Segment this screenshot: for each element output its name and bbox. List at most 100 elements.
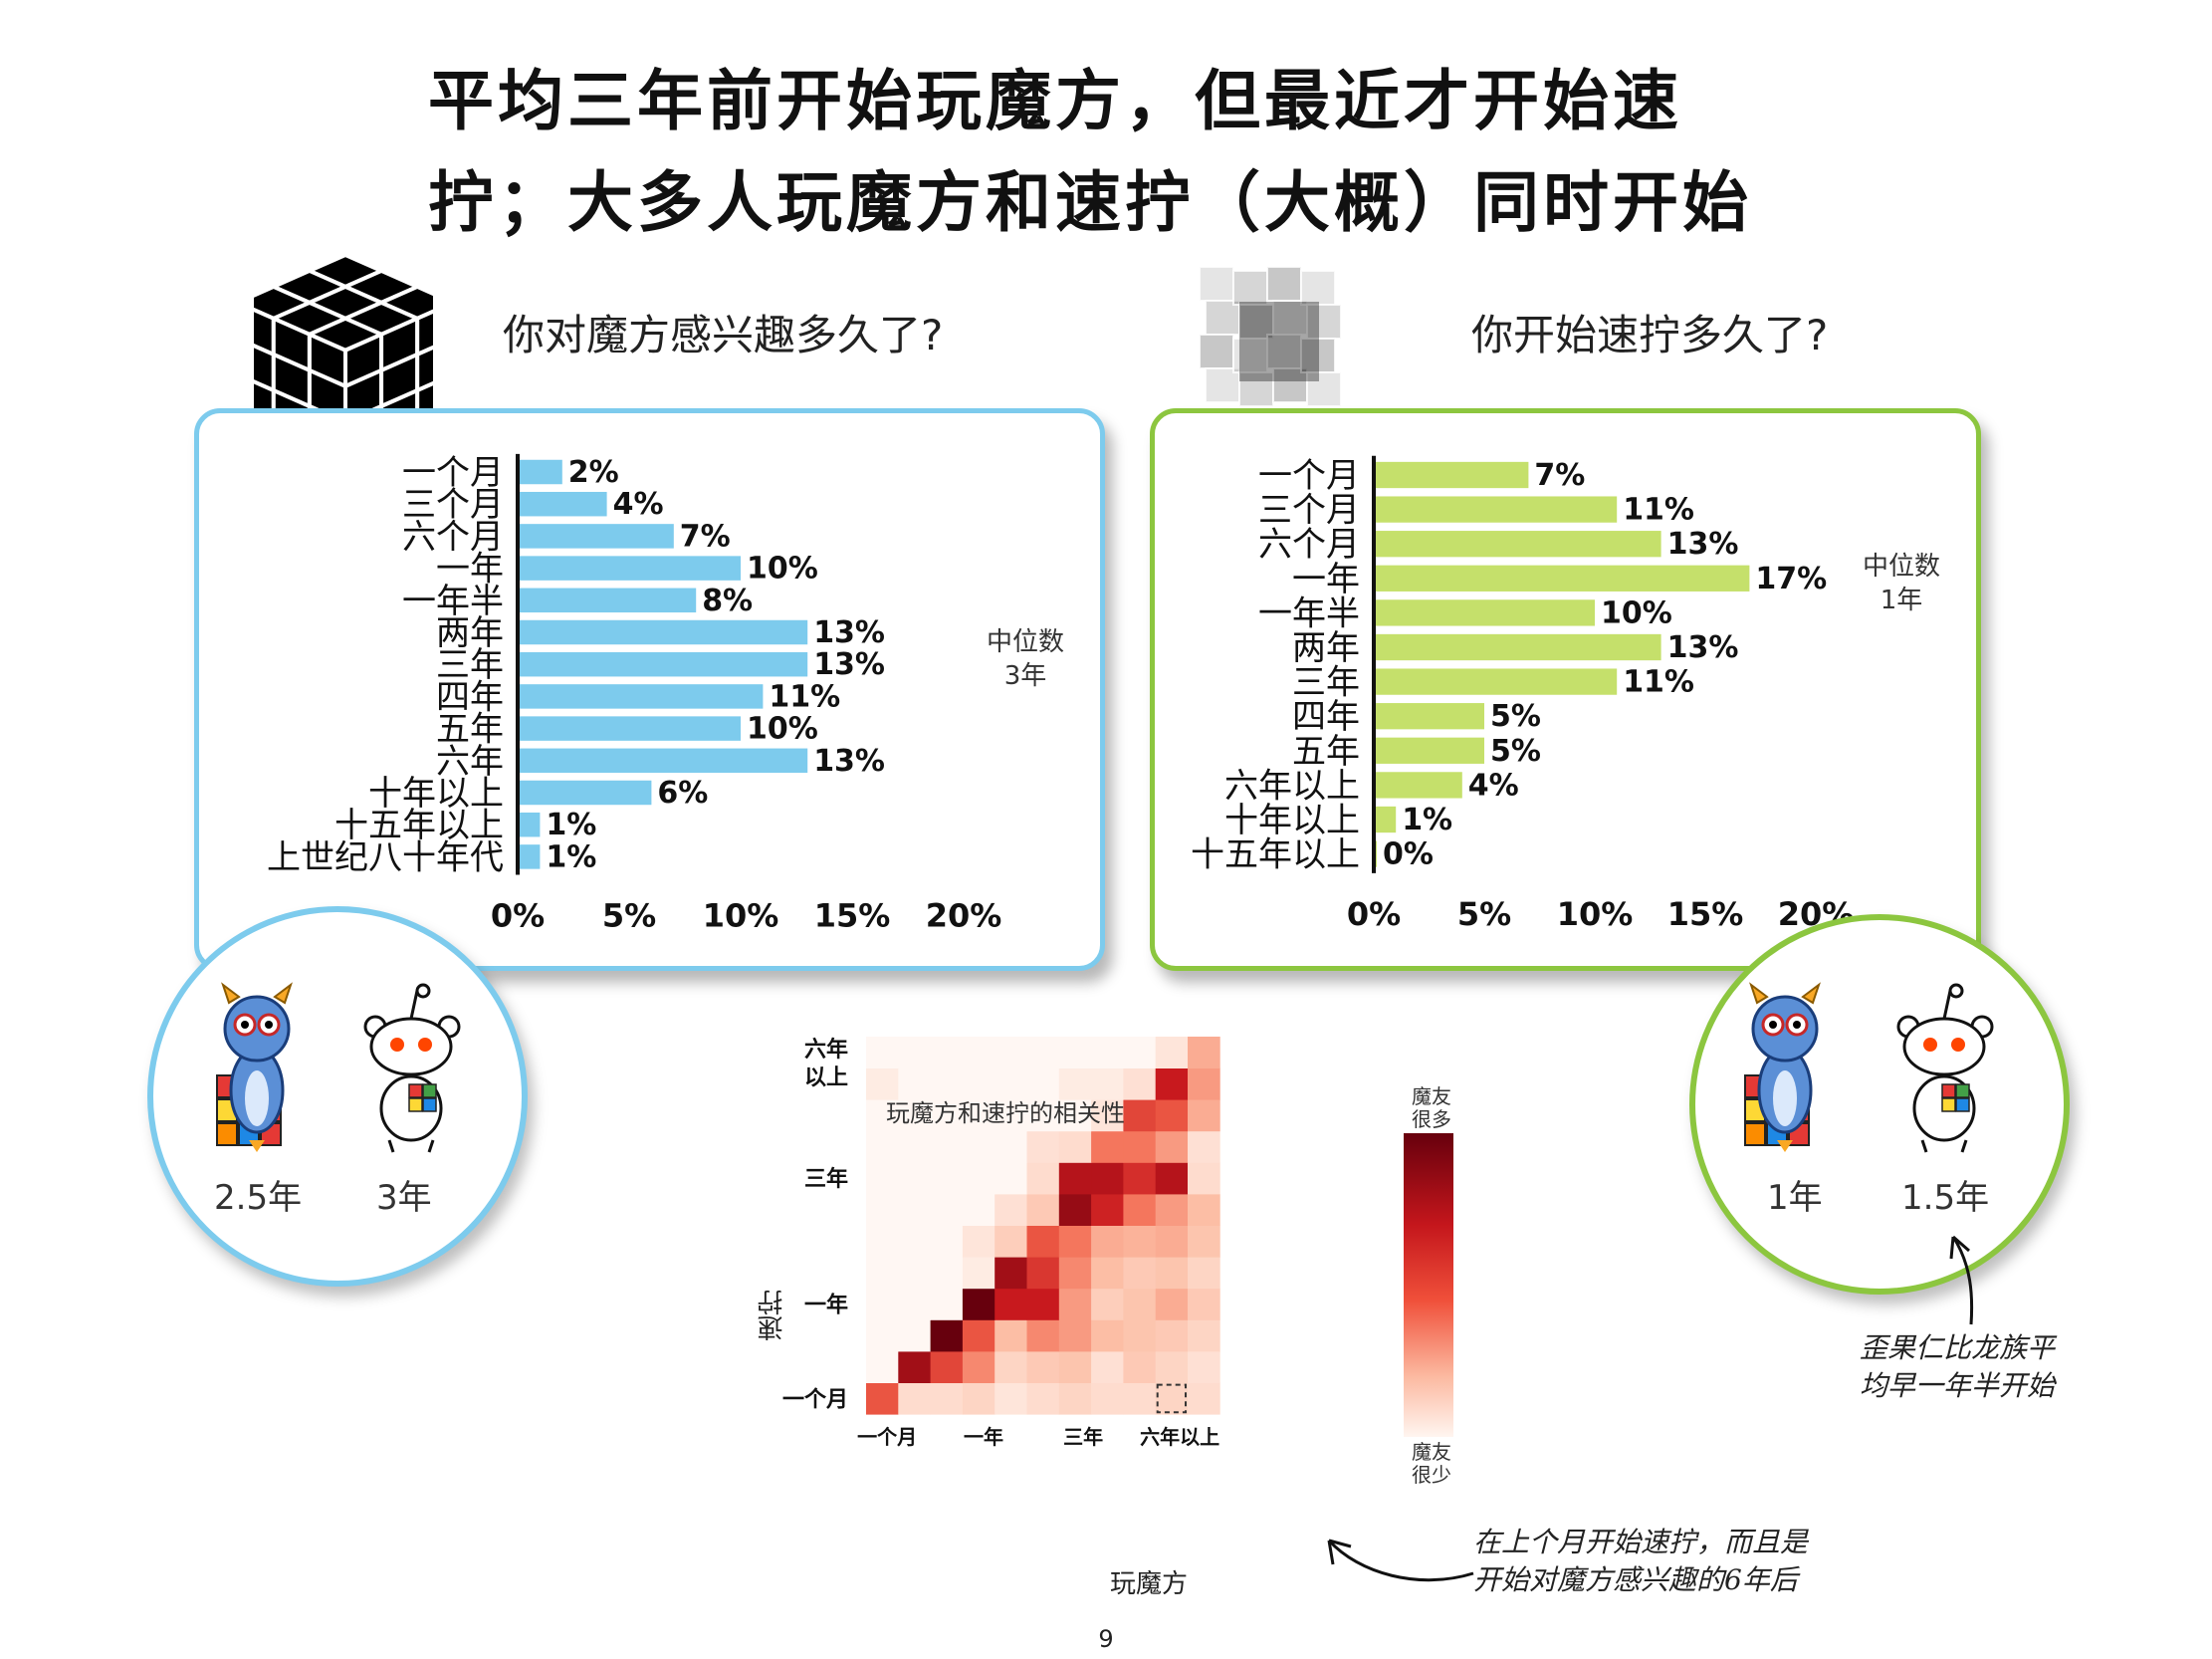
- x-tick-label: 0%: [491, 897, 545, 935]
- heatmap-cell: [995, 1162, 1027, 1195]
- bar-value-label: 2%: [568, 455, 619, 490]
- heatmap-cell: [1058, 1225, 1092, 1258]
- bar: [518, 812, 541, 837]
- bar-value-label: 13%: [813, 647, 885, 682]
- heatmap-cell: [898, 1130, 931, 1163]
- heatmap-cell: [962, 1351, 995, 1383]
- heatmap-cell: [1123, 1130, 1157, 1163]
- page-title-line-2: 拧；大多人玩魔方和速拧（大概）同时开始: [428, 164, 1752, 241]
- heatmap-cell: [1091, 1067, 1124, 1100]
- note-right-line-2: 均早一年半开始: [1860, 1369, 2056, 1402]
- bar: [1374, 633, 1661, 661]
- y-tick-label: 一个月: [782, 1387, 848, 1412]
- right-median-value: 1年: [1880, 586, 1923, 615]
- heatmap-cell: [1155, 1382, 1189, 1415]
- note-bottom-line-1: 在上个月开始速拧，而且是: [1473, 1526, 1809, 1558]
- heatmap-cell: [866, 1099, 899, 1132]
- heatmap-cell: [1123, 1067, 1157, 1100]
- heatmap-cell: [866, 1162, 899, 1195]
- bar: [518, 588, 697, 613]
- heatmap-cell: [962, 1382, 995, 1415]
- right-circle-value-2: 1.5年: [1901, 1178, 1990, 1218]
- heatmap-cell: [1026, 1067, 1060, 1100]
- bar-value-label: 1%: [1402, 803, 1452, 837]
- heatmap-cell: [1155, 1194, 1189, 1226]
- heatmap-cell: [930, 1288, 964, 1320]
- heatmap-cell: [995, 1194, 1027, 1226]
- heatmap-cell: [1188, 1257, 1220, 1290]
- category-label: 三年: [436, 645, 504, 685]
- heatmap-cell: [930, 1067, 964, 1100]
- heatmap-cell: [1058, 1194, 1092, 1226]
- x-tick-label: 六年以上: [1140, 1425, 1219, 1449]
- bar-value-label: 11%: [769, 679, 840, 714]
- heatmap-cell: [930, 1037, 964, 1068]
- right-bar-chart: 一个月 7% 三个月 11% 六个月 13% 一年 17% 一年半 10% 两年 13% 三年 11% 四年…: [1191, 455, 1854, 933]
- bar: [518, 524, 674, 549]
- bar: [1374, 496, 1618, 523]
- note-bottom: 在上个月开始速拧，而且是 开始对魔方感兴趣的6年后: [1473, 1524, 1808, 1599]
- heatmap-cell: [1026, 1288, 1060, 1320]
- heatmap-cell: [1091, 1194, 1124, 1226]
- heatmap-cell: [1058, 1067, 1092, 1100]
- category-label: 十年以上: [368, 774, 504, 814]
- bar-value-label: 4%: [1468, 768, 1519, 803]
- heatmap-cell: [1026, 1037, 1060, 1068]
- heatmap-cell: [930, 1319, 964, 1352]
- heatmap-cell: [866, 1130, 899, 1163]
- category-label: 三个月: [402, 485, 504, 525]
- heatmap-cell: [898, 1319, 931, 1352]
- heatmap-cell: [995, 1130, 1027, 1163]
- category-label: 十年以上: [1224, 801, 1360, 840]
- heatmap-cell: [898, 1288, 931, 1320]
- heatmap-cell: [866, 1225, 899, 1258]
- heatmap-cell: [866, 1037, 899, 1068]
- left-comparison-circle: [147, 906, 528, 1287]
- left-bar-chart: 一个月 2% 三个月 4% 六个月 7% 一年 10% 一年半 8% 两年 13% 三年 13% 四年 11%…: [267, 453, 1001, 935]
- heatmap-cell: [962, 1257, 995, 1290]
- heatmap-cell: [1123, 1288, 1157, 1320]
- note-bottom-line-2: 开始对魔方感兴趣的6年后: [1473, 1563, 1798, 1596]
- bar-value-label: 11%: [1623, 665, 1694, 700]
- heatmap-cell: [1123, 1225, 1157, 1258]
- heatmap-cell: [1188, 1351, 1220, 1383]
- right-question: 你开始速拧多久了?: [1471, 311, 1829, 359]
- heatmap-cell: [995, 1288, 1027, 1320]
- heatmap-cell: [1188, 1382, 1220, 1415]
- heatmap-cell: [962, 1319, 995, 1352]
- heatmap-ylabel: 速拧: [758, 1290, 787, 1341]
- heatmap-cell: [1155, 1162, 1189, 1195]
- heatmap-cell: [1155, 1257, 1189, 1290]
- note-right: 歪果仁比龙族平 均早一年半开始: [1860, 1329, 2055, 1405]
- x-tick-label: 5%: [1457, 895, 1511, 933]
- category-label: 两年: [1292, 628, 1360, 668]
- heatmap-cell: [1026, 1099, 1060, 1132]
- category-label: 十五年以上: [334, 806, 504, 845]
- heatmap-cell: [995, 1099, 1027, 1132]
- heatmap-cell: [995, 1225, 1027, 1258]
- bar: [1374, 461, 1529, 489]
- heatmap-cell: [1188, 1288, 1220, 1320]
- heatmap-cell: [1026, 1194, 1060, 1226]
- heatmap-cell: [866, 1257, 899, 1290]
- heatmap-cell: [1091, 1319, 1124, 1352]
- heatmap-cell: [1123, 1162, 1157, 1195]
- left-circle-value-1: 2.5年: [214, 1178, 303, 1218]
- heatmap-cell: [1123, 1382, 1157, 1415]
- heatmap-cell: [1123, 1037, 1157, 1068]
- arrow-icon: [1949, 1235, 1974, 1325]
- category-label: 一年半: [402, 582, 504, 621]
- heatmap-cell: [1091, 1382, 1124, 1415]
- heatmap-cell: [1091, 1351, 1124, 1383]
- bar: [1374, 772, 1462, 799]
- bar-value-label: 13%: [1667, 630, 1739, 665]
- heatmap-cell: [1155, 1130, 1189, 1163]
- bar-value-label: 4%: [613, 487, 664, 522]
- category-label: 上世纪八十年代: [267, 837, 504, 877]
- heatmap-cell: [1188, 1319, 1220, 1352]
- heatmap-cell: [1058, 1351, 1092, 1383]
- heatmap-cell: [898, 1067, 931, 1100]
- left-circle-value-2: 3年: [376, 1178, 432, 1218]
- category-label: 两年: [436, 613, 504, 653]
